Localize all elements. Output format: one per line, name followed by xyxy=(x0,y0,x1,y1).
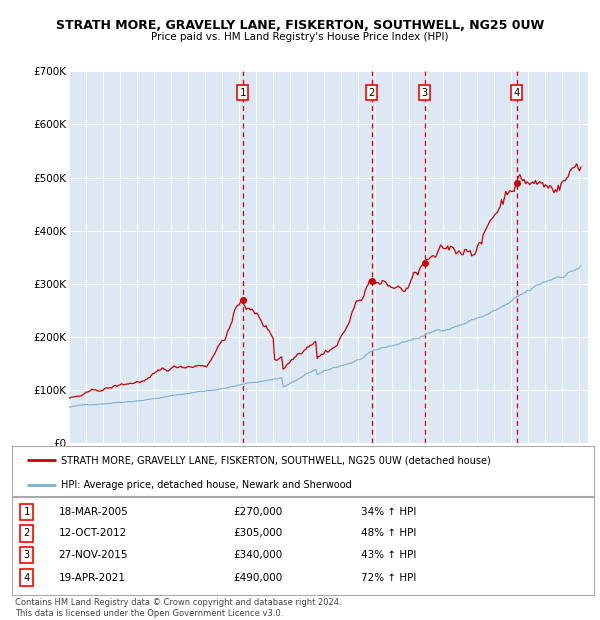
Text: 4: 4 xyxy=(23,572,29,583)
Text: 2: 2 xyxy=(23,528,29,539)
Text: 34% ↑ HPI: 34% ↑ HPI xyxy=(361,507,416,517)
Text: Contains HM Land Registry data © Crown copyright and database right 2024.
This d: Contains HM Land Registry data © Crown c… xyxy=(15,598,341,618)
Text: 3: 3 xyxy=(422,87,428,97)
Text: 19-APR-2021: 19-APR-2021 xyxy=(59,572,125,583)
Text: 72% ↑ HPI: 72% ↑ HPI xyxy=(361,572,416,583)
Text: STRATH MORE, GRAVELLY LANE, FISKERTON, SOUTHWELL, NG25 0UW: STRATH MORE, GRAVELLY LANE, FISKERTON, S… xyxy=(56,19,544,32)
Text: STRATH MORE, GRAVELLY LANE, FISKERTON, SOUTHWELL, NG25 0UW (detached house): STRATH MORE, GRAVELLY LANE, FISKERTON, S… xyxy=(61,455,491,465)
Text: 4: 4 xyxy=(514,87,520,97)
Text: 1: 1 xyxy=(23,507,29,517)
Text: 43% ↑ HPI: 43% ↑ HPI xyxy=(361,550,416,560)
Text: HPI: Average price, detached house, Newark and Sherwood: HPI: Average price, detached house, Newa… xyxy=(61,480,352,490)
Text: 12-OCT-2012: 12-OCT-2012 xyxy=(59,528,127,539)
Text: £490,000: £490,000 xyxy=(233,572,283,583)
Text: 2: 2 xyxy=(368,87,374,97)
Text: 1: 1 xyxy=(239,87,246,97)
Text: 27-NOV-2015: 27-NOV-2015 xyxy=(59,550,128,560)
Text: £305,000: £305,000 xyxy=(233,528,283,539)
Text: Price paid vs. HM Land Registry's House Price Index (HPI): Price paid vs. HM Land Registry's House … xyxy=(151,32,449,42)
Text: £270,000: £270,000 xyxy=(233,507,283,517)
Text: 3: 3 xyxy=(23,550,29,560)
Text: 48% ↑ HPI: 48% ↑ HPI xyxy=(361,528,416,539)
Text: £340,000: £340,000 xyxy=(233,550,283,560)
Text: 18-MAR-2005: 18-MAR-2005 xyxy=(59,507,128,517)
